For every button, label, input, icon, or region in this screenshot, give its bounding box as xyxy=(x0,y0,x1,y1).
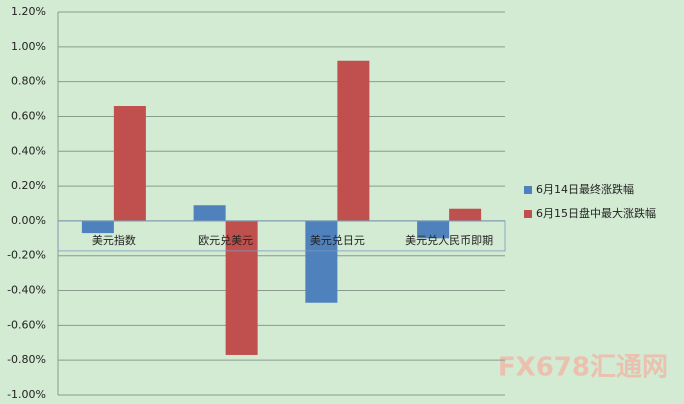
bar xyxy=(449,208,482,221)
bar xyxy=(225,220,258,355)
y-tick-label: -0.80% xyxy=(7,353,46,366)
bar xyxy=(305,220,338,303)
bar xyxy=(417,220,450,239)
label-box xyxy=(57,220,506,252)
bar xyxy=(337,60,370,221)
legend-label: 6月15日盘中最大涨跌幅 xyxy=(536,206,656,220)
y-tick-label: 0.40% xyxy=(11,144,46,157)
y-tick-label: -1.00% xyxy=(7,388,46,401)
bar xyxy=(113,106,146,221)
bar xyxy=(81,220,114,234)
y-tick-label: 0.20% xyxy=(11,179,46,192)
x-tick-label: 欧元兑美元 xyxy=(198,233,253,247)
x-tick-label: 美元兑人民币即期 xyxy=(405,233,493,247)
x-tick-label: 美元指数 xyxy=(92,233,136,247)
y-tick-label: -0.40% xyxy=(7,284,46,297)
legend-swatch xyxy=(524,186,532,194)
y-tick-label: 0.60% xyxy=(11,109,46,122)
legend-label: 6月14日最终涨跌幅 xyxy=(536,182,634,196)
y-tick-label: 1.00% xyxy=(11,40,46,53)
y-tick-label: 0.80% xyxy=(11,75,46,88)
y-tick-label: -0.60% xyxy=(7,318,46,331)
legend-swatch xyxy=(524,210,532,218)
x-tick-label: 美元兑日元 xyxy=(310,233,365,247)
y-tick-label: 0.00% xyxy=(11,214,46,227)
watermark: FX678汇通网 xyxy=(498,353,668,383)
y-tick-label: -0.20% xyxy=(7,249,46,262)
y-tick-label: 1.20% xyxy=(11,5,46,18)
bar xyxy=(193,205,226,221)
